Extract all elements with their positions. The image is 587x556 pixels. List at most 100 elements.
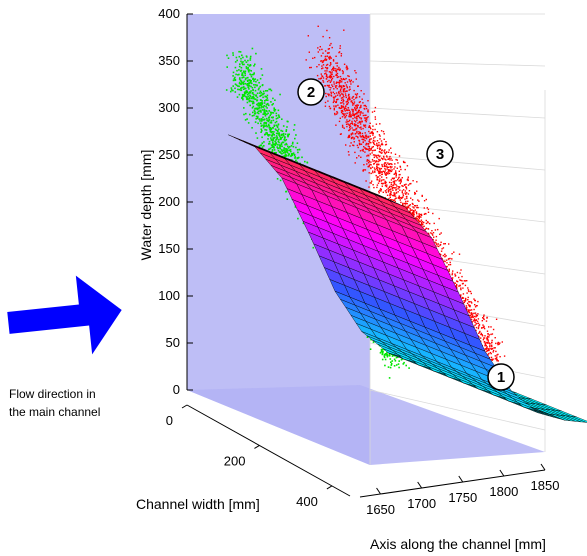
data-point	[333, 88, 335, 90]
data-point	[372, 137, 375, 139]
data-point	[370, 172, 372, 175]
data-point	[275, 120, 278, 123]
data-point	[407, 176, 409, 178]
data-point	[316, 66, 318, 68]
data-point	[416, 204, 418, 207]
data-point	[241, 63, 244, 66]
data-point	[275, 132, 278, 135]
data-point	[492, 351, 494, 353]
data-point	[388, 172, 391, 175]
data-point	[346, 112, 348, 114]
data-point	[319, 46, 321, 48]
data-point	[454, 274, 457, 277]
data-point	[374, 106, 377, 109]
data-point	[360, 121, 362, 123]
data-point	[336, 65, 338, 67]
data-point	[462, 282, 464, 285]
data-point	[329, 81, 332, 83]
data-point	[488, 348, 490, 350]
data-point	[258, 92, 261, 94]
data-point	[269, 147, 272, 150]
data-point	[407, 184, 410, 186]
data-point	[395, 356, 398, 359]
data-point	[381, 176, 383, 178]
data-point	[275, 117, 278, 120]
data-point	[312, 57, 314, 59]
data-point	[271, 131, 273, 133]
data-point	[379, 147, 381, 149]
data-point	[464, 299, 467, 301]
y-tick-mark	[181, 404, 188, 409]
data-point	[336, 88, 338, 90]
data-point	[262, 126, 265, 129]
data-point	[246, 91, 248, 93]
data-point	[446, 262, 448, 264]
data-point	[363, 125, 365, 127]
data-point	[262, 125, 265, 127]
data-point	[307, 35, 309, 37]
data-point	[468, 311, 470, 313]
data-point	[344, 93, 347, 95]
data-point	[491, 358, 493, 361]
data-point	[460, 288, 462, 291]
data-point	[402, 193, 404, 195]
data-point	[365, 107, 368, 110]
data-point	[248, 99, 251, 102]
data-point	[339, 68, 341, 70]
x-tick-label: 1700	[407, 496, 436, 511]
data-point	[240, 83, 242, 86]
data-point	[491, 333, 494, 335]
data-point	[413, 211, 415, 214]
data-point	[399, 189, 401, 191]
data-point	[354, 107, 356, 109]
data-point	[320, 55, 323, 57]
data-point	[329, 55, 331, 58]
y-axis-label: Channel width [mm]	[136, 496, 260, 512]
data-point	[342, 91, 345, 93]
data-point	[248, 65, 251, 67]
data-point	[335, 62, 337, 64]
data-point	[358, 101, 361, 104]
data-point	[395, 197, 397, 199]
data-point	[363, 107, 365, 110]
data-point	[249, 55, 252, 58]
marker-2: 2	[297, 78, 325, 106]
data-point	[342, 85, 344, 88]
data-point	[489, 346, 491, 348]
z-axis-label: Water depth [mm]	[138, 150, 154, 261]
data-point	[357, 114, 360, 117]
data-point	[272, 127, 274, 129]
data-point	[362, 148, 364, 151]
data-point	[384, 185, 387, 187]
x-tick-mark	[376, 487, 381, 495]
data-point	[355, 104, 357, 107]
data-point	[389, 196, 391, 198]
z-tick-label: 150	[158, 241, 180, 256]
data-point	[284, 136, 286, 139]
data-point	[393, 187, 395, 189]
data-point	[338, 51, 340, 54]
data-point	[272, 103, 274, 105]
data-point	[376, 169, 379, 171]
data-point	[393, 178, 395, 180]
data-point	[352, 136, 354, 138]
data-point	[357, 122, 359, 124]
data-point	[296, 149, 299, 151]
data-point	[386, 155, 388, 157]
data-point	[255, 118, 257, 120]
data-point	[376, 176, 379, 178]
data-point	[370, 149, 372, 151]
data-point	[375, 160, 378, 162]
data-point	[466, 280, 468, 282]
data-point	[463, 301, 466, 303]
data-point	[391, 187, 394, 190]
data-point	[341, 79, 343, 81]
data-point	[374, 168, 376, 171]
data-point	[353, 89, 355, 92]
data-point	[230, 90, 232, 93]
data-point	[470, 301, 472, 303]
data-point	[358, 155, 360, 157]
data-point	[364, 132, 366, 134]
data-point	[258, 81, 260, 84]
